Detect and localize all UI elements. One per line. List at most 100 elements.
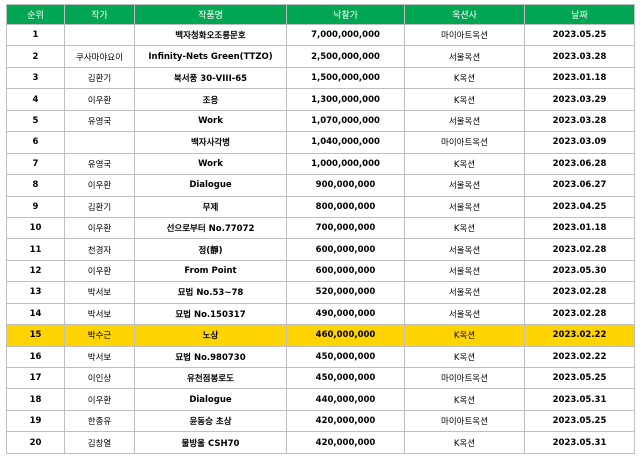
artist-cell: 박서보 <box>64 281 135 304</box>
rank-cell: 1 <box>6 23 65 47</box>
table-row: 18 이우환 Dialogue 440,000,000 K옥션 2023.05.31 <box>6 388 635 411</box>
price-cell: 420,000,000 <box>286 409 405 433</box>
artist-cell <box>64 23 135 47</box>
artist-cell: 김환기 <box>64 195 135 218</box>
price-cell: 1,000,000,000 <box>286 152 405 176</box>
rank-cell: 14 <box>6 302 65 326</box>
date-cell: 2023.05.25 <box>524 23 635 47</box>
table-row: 17 이인상 유천점봉로도 450,000,000 마이아트옥션 2023.05.25 <box>6 366 635 390</box>
date-cell: 2023.03.28 <box>524 45 635 68</box>
rank-cell: 11 <box>6 238 65 261</box>
auction-house-cell: K옥션 <box>404 345 525 369</box>
price-cell: 7,000,000,000 <box>286 23 405 47</box>
table-row: 3 김환기 북서풍 30-VIII-65 1,500,000,000 K옥션 2023.0… <box>6 66 635 90</box>
title-cell: Dialogue <box>134 174 287 197</box>
price-cell: 2,500,000,000 <box>286 45 405 68</box>
artist-cell: 한종유 <box>64 409 135 433</box>
table-row: 7 유영국 Work 1,000,000,000 K옥션 2023.06.28 <box>6 152 635 176</box>
header-date: 날짜 <box>524 4 635 25</box>
artist-cell: 이우환 <box>64 388 135 411</box>
auction-house-cell: 서울옥션 <box>404 45 525 68</box>
price-cell: 800,000,000 <box>286 195 405 218</box>
artist-cell: 쿠사마야요이 <box>64 45 135 68</box>
date-cell: 2023.02.28 <box>524 281 635 304</box>
artist-cell: 유영국 <box>64 109 135 133</box>
auction-house-cell: 서울옥션 <box>404 259 525 283</box>
price-cell: 450,000,000 <box>286 366 405 390</box>
artist-cell <box>64 131 135 154</box>
price-cell: 1,040,000,000 <box>286 131 405 154</box>
auction-results-table: 순위 작가 작품명 낙찰가 옥션사 날짜 1 백자청화오조룡문호 7,000,000… <box>6 4 635 454</box>
date-cell: 2023.06.28 <box>524 152 635 176</box>
date-cell: 2023.05.25 <box>524 366 635 390</box>
title-cell: Infinity-Nets Green(TTZO) <box>134 45 287 68</box>
auction-house-cell: 서울옥션 <box>404 281 525 304</box>
table-row: 15 박수근 노상 460,000,000 K옥션 2023.02.22 <box>6 324 635 347</box>
price-cell: 440,000,000 <box>286 388 405 411</box>
price-cell: 460,000,000 <box>286 324 405 347</box>
rank-cell: 2 <box>6 45 65 68</box>
auction-house-cell: 마이아트옥션 <box>404 409 525 433</box>
header-artist: 작가 <box>64 4 135 25</box>
rank-cell: 7 <box>6 152 65 176</box>
price-cell: 700,000,000 <box>286 216 405 240</box>
table-body: 1 백자청화오조룡문호 7,000,000,000 마이아트옥션 2023.05.25 2… <box>6 23 635 454</box>
artist-cell: 유영국 <box>64 152 135 176</box>
title-cell: 선으로부터 No.77072 <box>134 216 287 240</box>
title-cell: 노상 <box>134 324 287 347</box>
header-rank: 순위 <box>6 4 65 25</box>
header-price: 낙찰가 <box>286 4 405 25</box>
date-cell: 2023.02.22 <box>524 324 635 347</box>
auction-house-cell: K옥션 <box>404 152 525 176</box>
rank-cell: 17 <box>6 366 65 390</box>
price-cell: 1,070,000,000 <box>286 109 405 133</box>
title-cell: 묘법 No.53~78 <box>134 281 287 304</box>
date-cell: 2023.05.31 <box>524 431 635 454</box>
title-cell: Dialogue <box>134 388 287 411</box>
title-cell: 북서풍 30-VIII-65 <box>134 66 287 90</box>
artist-cell: 박서보 <box>64 302 135 326</box>
date-cell: 2023.02.28 <box>524 238 635 261</box>
table-row: 20 김창열 물방울 CSH70 420,000,000 K옥션 2023.05.31 <box>6 431 635 454</box>
artist-cell: 이우환 <box>64 259 135 283</box>
title-cell: 윤동승 초상 <box>134 409 287 433</box>
price-cell: 490,000,000 <box>286 302 405 326</box>
table-row: 1 백자청화오조룡문호 7,000,000,000 마이아트옥션 2023.05.25 <box>6 23 635 47</box>
auction-house-cell: K옥션 <box>404 431 525 454</box>
table-row: 2 쿠사마야요이 Infinity-Nets Green(TTZO) 2,500,00… <box>6 45 635 68</box>
title-cell: 묘법 No.150317 <box>134 302 287 326</box>
table-row: 11 천경자 정(靜) 600,000,000 서울옥션 2023.02.28 <box>6 238 635 261</box>
artist-cell: 박수근 <box>64 324 135 347</box>
title-cell: 정(靜) <box>134 238 287 261</box>
rank-cell: 16 <box>6 345 65 369</box>
auction-house-cell: K옥션 <box>404 88 525 111</box>
rank-cell: 18 <box>6 388 65 411</box>
artist-cell: 이우환 <box>64 174 135 197</box>
table-row: 13 박서보 묘법 No.53~78 520,000,000 서울옥션 2023.02.2… <box>6 281 635 304</box>
date-cell: 2023.05.30 <box>524 259 635 283</box>
rank-cell: 10 <box>6 216 65 240</box>
header-row: 순위 작가 작품명 낙찰가 옥션사 날짜 <box>6 4 635 25</box>
rank-cell: 20 <box>6 431 65 454</box>
artist-cell: 이인상 <box>64 366 135 390</box>
date-cell: 2023.02.22 <box>524 345 635 369</box>
table-header: 순위 작가 작품명 낙찰가 옥션사 날짜 <box>6 4 635 25</box>
header-auction-house: 옥션사 <box>404 4 525 25</box>
title-cell: 묘법 No.980730 <box>134 345 287 369</box>
date-cell: 2023.01.18 <box>524 66 635 90</box>
title-cell: 백자청화오조룡문호 <box>134 23 287 47</box>
title-cell: 무제 <box>134 195 287 218</box>
title-cell: Work <box>134 109 287 133</box>
table-row: 9 김환기 무제 800,000,000 서울옥션 2023.04.25 <box>6 195 635 218</box>
rank-cell: 12 <box>6 259 65 283</box>
date-cell: 2023.04.25 <box>524 195 635 218</box>
auction-house-cell: 서울옥션 <box>404 238 525 261</box>
auction-house-cell: K옥션 <box>404 66 525 90</box>
auction-house-cell: K옥션 <box>404 324 525 347</box>
auction-house-cell: 마이아트옥션 <box>404 131 525 154</box>
rank-cell: 4 <box>6 88 65 111</box>
date-cell: 2023.03.29 <box>524 88 635 111</box>
table-row: 12 이우환 From Point 600,000,000 서울옥션 2023.05.30 <box>6 259 635 283</box>
artist-cell: 박서보 <box>64 345 135 369</box>
date-cell: 2023.03.28 <box>524 109 635 133</box>
